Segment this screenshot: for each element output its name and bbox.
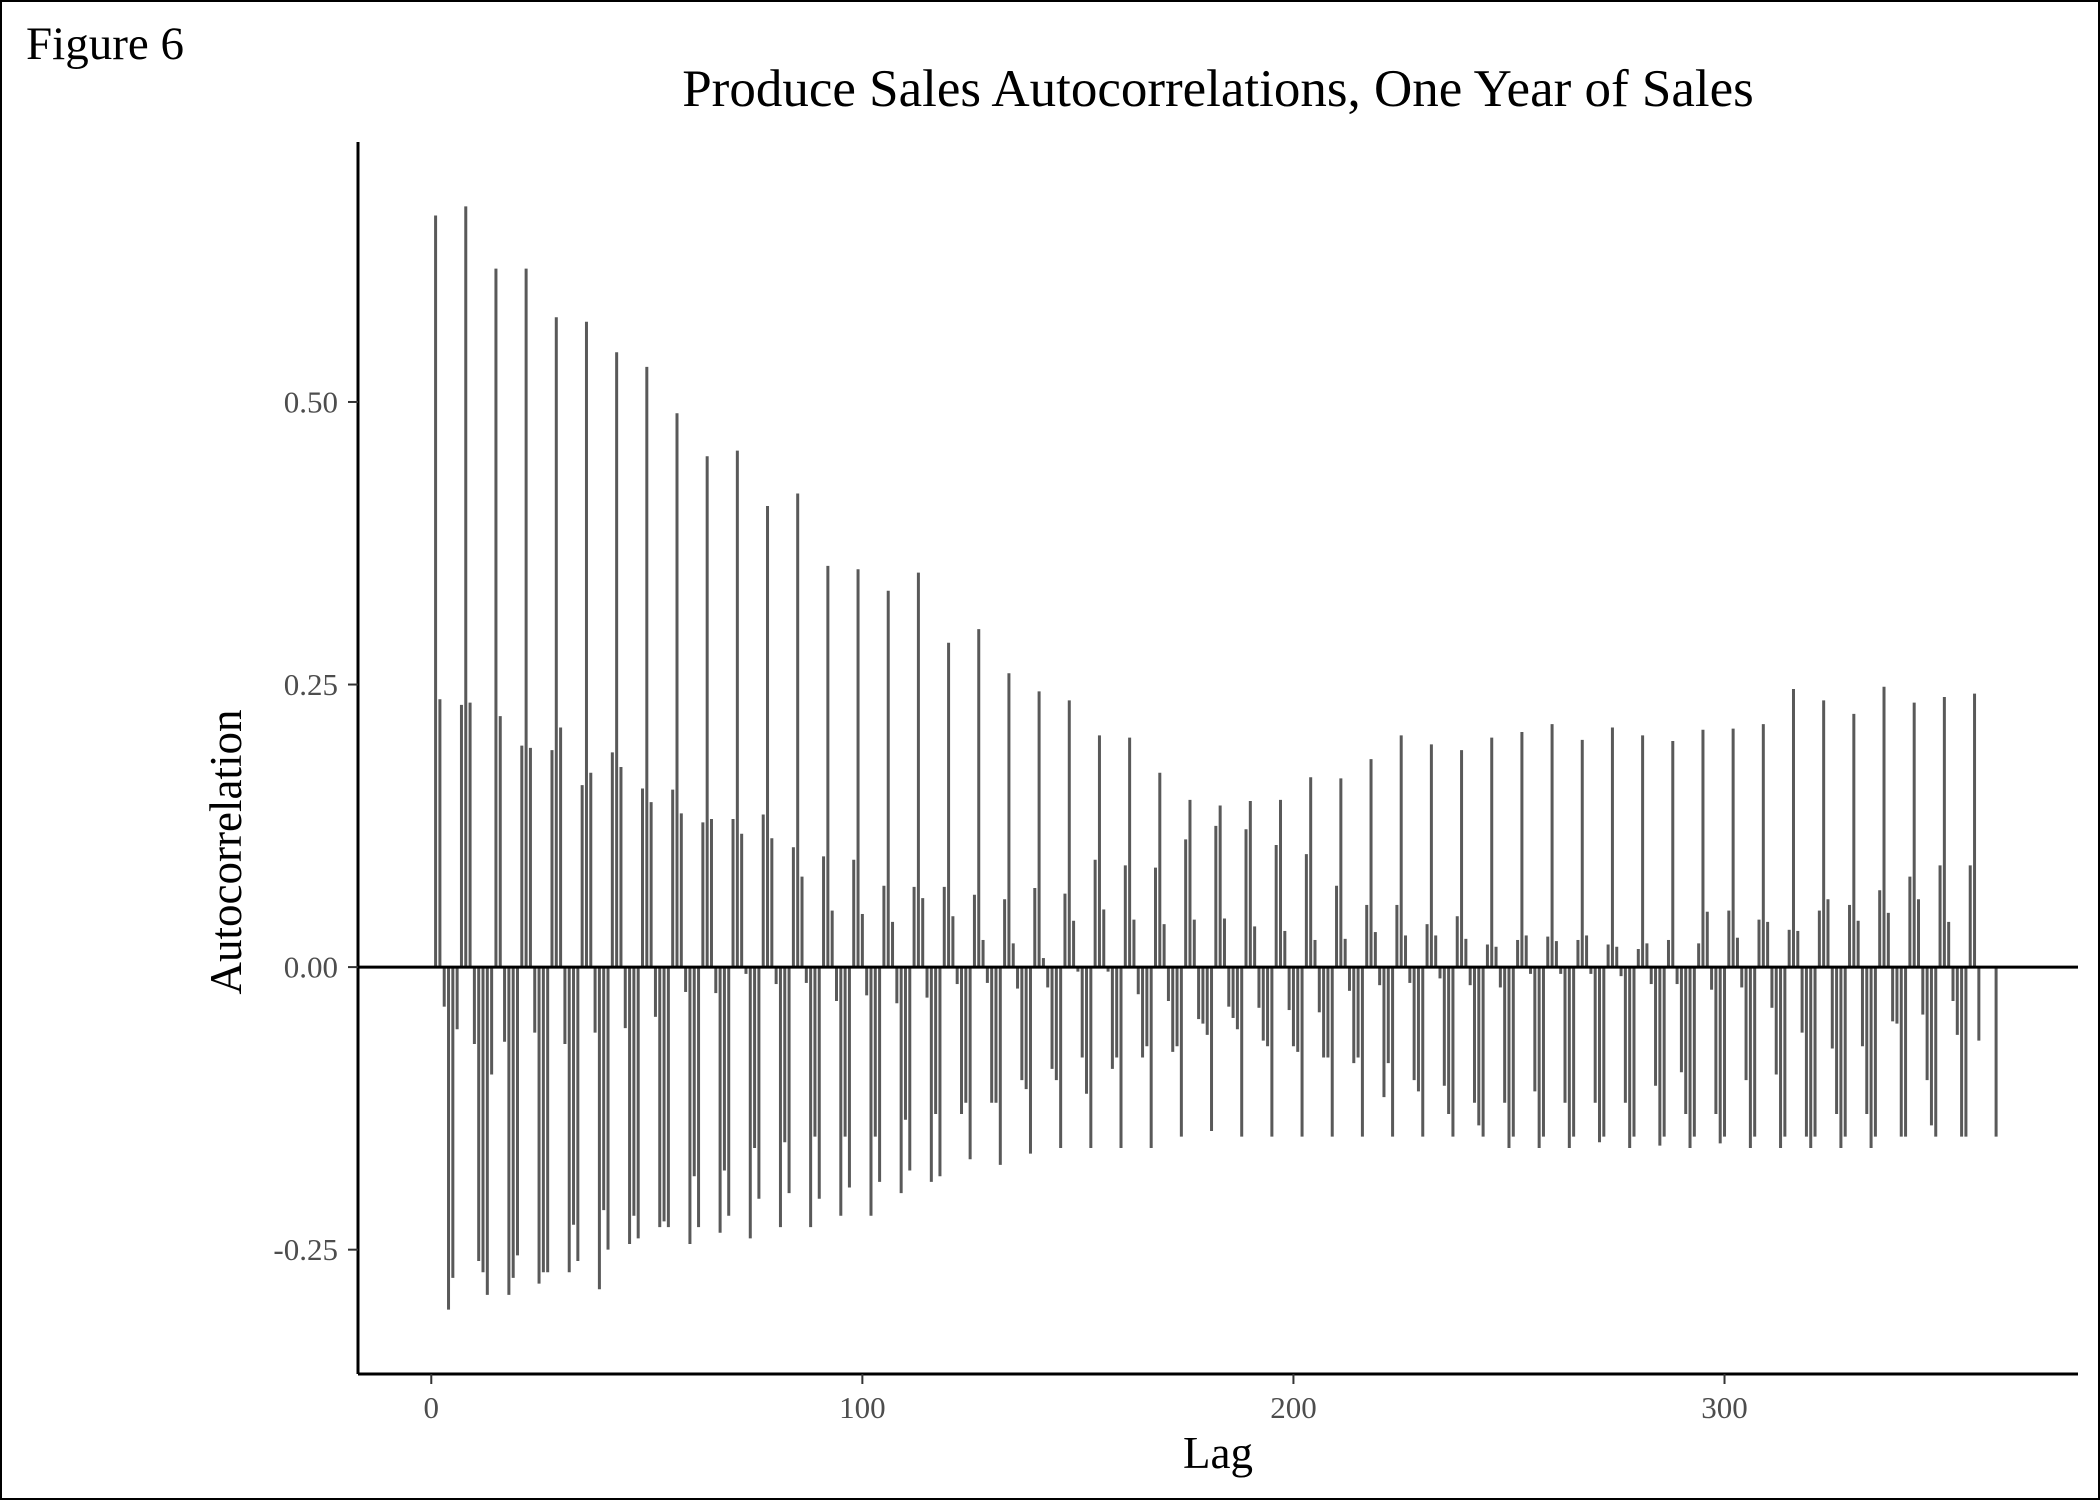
x-axis-label: Lag [1183, 1428, 1253, 1478]
figure-label: Figure 6 [26, 18, 184, 70]
y-tick-label: 0.25 [284, 667, 338, 702]
x-tick-label: 200 [1270, 1390, 1317, 1425]
y-tick-label: -0.25 [273, 1232, 338, 1267]
y-tick-label: 0.50 [284, 384, 338, 419]
x-tick-label: 100 [839, 1390, 886, 1425]
chart-title: Produce Sales Autocorrelations, One Year… [682, 60, 1754, 118]
y-tick-label: 0.00 [284, 950, 338, 985]
x-tick-label: 0 [424, 1390, 440, 1425]
x-tick-label: 300 [1701, 1390, 1748, 1425]
